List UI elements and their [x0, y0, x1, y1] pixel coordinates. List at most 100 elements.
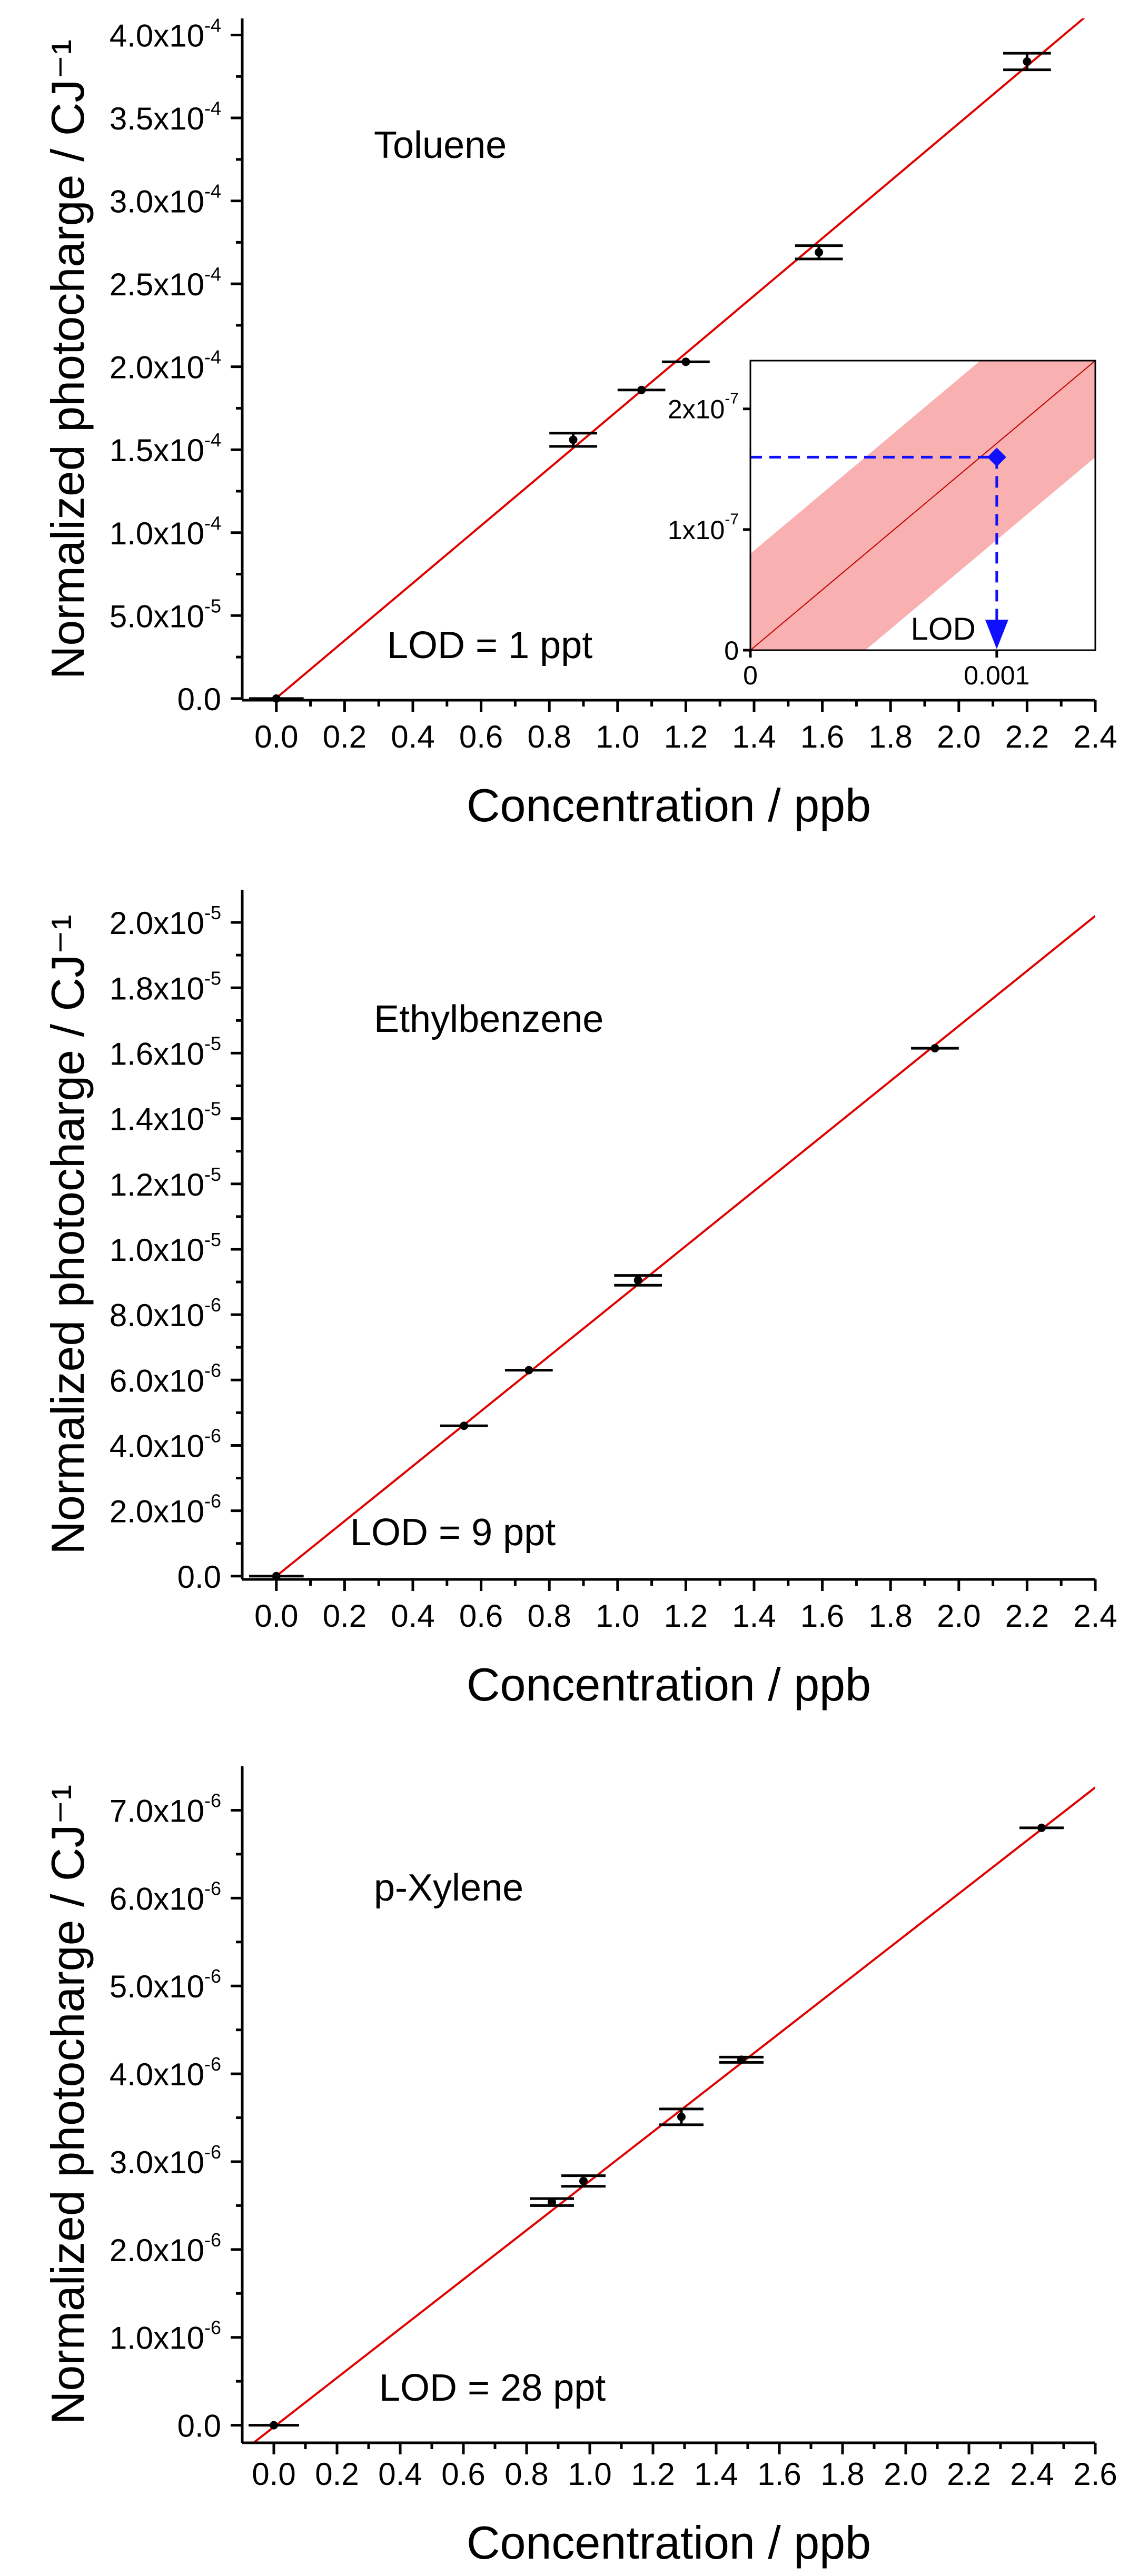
x-tick-label: 0.6: [459, 719, 503, 754]
x-tick-label: 2.0: [884, 2456, 927, 2492]
y-tick-label: 0.0: [177, 2409, 221, 2444]
y-tick-label-exponent: -6: [204, 1789, 221, 1811]
y-tick-label-base: 2.0x10: [110, 350, 204, 385]
x-tick-label: 2.0: [937, 719, 981, 754]
y-tick-label-base: 1.4x10: [110, 1102, 204, 1137]
x-tick-label: 1.6: [800, 1598, 844, 1634]
y-tick-label-base: 5.0x10: [110, 599, 204, 634]
x-tick-label: 1.2: [631, 2456, 675, 2492]
x-axis-title: Concentration / ppb: [467, 2517, 871, 2569]
y-tick-label: 1.2x10-5: [110, 1163, 221, 1202]
data-point-group: [617, 385, 666, 394]
inset-x-tick-label: 0.001: [964, 661, 1029, 690]
y-tick-label: 1.6x10-5: [110, 1032, 221, 1071]
y-axis-title: Normalized photocharge / CJ⁻¹: [42, 914, 94, 1554]
y-tick-label-exponent: -6: [204, 1490, 221, 1512]
x-tick-label: 1.8: [820, 2456, 864, 2492]
lod-annotation: LOD = 28 ppt: [379, 2367, 606, 2409]
data-point-group: [1003, 52, 1051, 72]
x-tick-label: 1.4: [694, 2456, 738, 2492]
y-tick-label-exponent: -5: [204, 595, 221, 616]
x-tick-label: 0.0: [254, 719, 298, 754]
data-point: [633, 1276, 642, 1285]
x-tick-label: 0.0: [252, 2456, 295, 2492]
y-tick-label-base: 5.0x10: [110, 1969, 204, 2004]
y-tick-label-exponent: -6: [204, 2053, 221, 2075]
inset-y-tick-label-base: 1x10: [668, 515, 725, 545]
y-tick-label-base: 6.0x10: [110, 1363, 204, 1398]
x-tick-label: 2.4: [1073, 719, 1117, 754]
data-point: [1023, 57, 1032, 66]
y-tick-label-exponent: -6: [204, 1877, 221, 1899]
x-tick-label: 1.6: [800, 719, 844, 754]
inset-x-tick-label: 0: [743, 661, 758, 690]
y-tick-label: 2.0x10-4: [110, 346, 221, 385]
fit-line: [272, 18, 1085, 700]
y-tick-label-base: 7.0x10: [110, 1793, 204, 1828]
inset-fit-line: [750, 361, 1095, 650]
x-tick-label: 0.6: [459, 1598, 503, 1634]
panel-title: p-Xylene: [374, 1867, 523, 1909]
data-point-group: [530, 2197, 574, 2207]
toluene-panel: 0.0 0.2 0.4 0.6 0.8 1.0 1.2 1.4 1.6 1.8 2.0 2.2 2.4 0…: [42, 15, 1117, 831]
y-tick-label-base: 3.0x10: [110, 2145, 204, 2180]
lod-label: LOD: [910, 611, 975, 647]
y-tick-label-exponent: -5: [204, 902, 221, 923]
data-point: [460, 1421, 469, 1430]
y-tick-label: 1.0x10-6: [110, 2317, 221, 2356]
y-tick-label-exponent: -4: [204, 512, 221, 534]
y-tick-label: 2.0x10-5: [110, 902, 221, 941]
x-tick-label: 1.0: [596, 719, 639, 754]
y-tick-label-base: 1.8x10: [110, 971, 204, 1006]
x-axis-title: Concentration / ppb: [467, 1658, 871, 1710]
p-xylene-panel: 0.0 0.2 0.4 0.6 0.8 1.0 1.2 1.4 1.6 1.8 2.0 2.2 2.4 2…: [42, 1766, 1117, 2569]
x-tick-label: 1.4: [732, 719, 776, 754]
y-tick-label-base: 0.0: [177, 682, 221, 717]
x-tick-label: 2.0: [937, 1598, 981, 1634]
y-tick-label-exponent: -5: [204, 1032, 221, 1054]
inset-y-tick-label: 2x10-7: [668, 390, 739, 424]
y-axis-title: Normalized photocharge / CJ⁻¹: [42, 1785, 94, 2424]
y-tick-label-base: 2.0x10: [110, 1494, 204, 1529]
y-tick-label-exponent: -6: [204, 2141, 221, 2163]
y-tick-label: 0.0: [177, 1559, 221, 1595]
x-tick-label: 2.4: [1073, 1598, 1117, 1634]
x-axis-title: Concentration / ppb: [467, 779, 871, 831]
x-tick-label: 1.8: [868, 1598, 912, 1634]
inset-y-tick-label-base: 0: [724, 636, 739, 665]
data-point: [270, 2421, 278, 2430]
ethylbenzene-panel: 0.0 0.2 0.4 0.6 0.8 1.0 1.2 1.4 1.6 1.8 2.0 2.2 2.4 0…: [42, 890, 1117, 1710]
y-tick-label-exponent: -5: [204, 1229, 221, 1250]
x-tick-label: 1.2: [664, 1598, 708, 1634]
x-tick-label: 2.2: [947, 2456, 991, 2492]
x-tick-label: 1.6: [757, 2456, 801, 2492]
y-tick-label-exponent: -4: [204, 15, 221, 36]
x-tick-label: 0.2: [315, 2456, 359, 2492]
y-tick-label-base: 3.5x10: [110, 101, 204, 136]
y-tick-label-exponent: -6: [204, 1965, 221, 1987]
y-tick-label: 6.0x10-6: [110, 1877, 221, 1916]
y-tick-label: 3.0x10-4: [110, 181, 221, 220]
y-tick-label-base: 3.0x10: [110, 184, 204, 220]
data-point: [737, 2055, 746, 2064]
data-point-group: [249, 2421, 299, 2430]
data-point-group: [1019, 1823, 1064, 1832]
y-tick-label: 3.5x10-4: [110, 97, 221, 136]
y-tick-label-base: 4.0x10: [110, 2057, 204, 2092]
y-tick-label-exponent: -6: [204, 1294, 221, 1316]
y-tick-label: 1.4x10-5: [110, 1098, 221, 1137]
y-tick-label: 4.0x10-6: [110, 1425, 221, 1464]
x-tick-label: 0.0: [254, 1598, 298, 1634]
y-tick-label: 1.5x10-4: [110, 429, 221, 468]
fit-line: [270, 915, 1095, 1579]
data-point: [569, 435, 578, 444]
y-tick-label-exponent: -6: [204, 2229, 221, 2251]
x-tick-label: 2.6: [1073, 2456, 1117, 2492]
x-tick-label: 2.2: [1005, 719, 1049, 754]
y-tick-label-base: 1.5x10: [110, 433, 204, 468]
x-tick-label: 0.8: [527, 1598, 571, 1634]
y-tick-label: 1.8x10-5: [110, 967, 221, 1006]
y-tick-label: 5.0x10-5: [110, 595, 221, 634]
y-tick-label-exponent: -4: [204, 346, 221, 368]
